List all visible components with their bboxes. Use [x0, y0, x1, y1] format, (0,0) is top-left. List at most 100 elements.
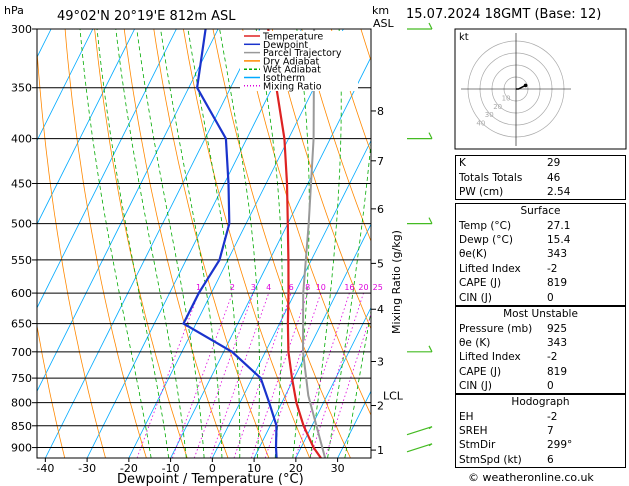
- indices-panel: K 29 Totals Totals 46 PW (cm) 2.54: [455, 155, 626, 201]
- x-tick-label: 10: [247, 462, 261, 475]
- row-label: Lifted Index: [459, 262, 521, 275]
- wind-barb: [406, 443, 433, 453]
- wet-adiabat-line: [344, 308, 371, 458]
- pressure-label: 350: [11, 82, 32, 95]
- mixing-ratio-line: [264, 292, 322, 458]
- height-unit-km: km: [372, 4, 389, 17]
- legend-entry: Wet Adiabat: [263, 65, 321, 76]
- lcl-label: LCL: [383, 389, 404, 402]
- hodograph-ring-label: 10: [502, 94, 511, 102]
- table-row: θe (K) 343: [456, 336, 626, 350]
- isotherm-line: [37, 29, 177, 309]
- row-value: 925: [547, 322, 568, 335]
- hodograph-storm-motion: [523, 83, 528, 88]
- isotherm-line: [37, 29, 219, 393]
- mixing-ratio-line: [193, 292, 254, 458]
- mixing-ratio-line: [210, 292, 270, 458]
- dry-adiabat-line: [271, 29, 371, 330]
- height-unit-asl: ASL: [373, 17, 395, 30]
- isotherm-line: [86, 29, 302, 458]
- wind-barb-flag: [428, 132, 433, 139]
- table-row: SREH 7: [456, 424, 626, 438]
- row-label: EH: [459, 410, 474, 423]
- row-value: 343: [547, 248, 568, 261]
- isotherm-line: [211, 139, 371, 458]
- wind-barb-flag: [428, 217, 433, 224]
- wet-adiabat-line: [255, 29, 283, 458]
- height-label: 7: [377, 155, 384, 168]
- wet-adiabat-line: [219, 29, 260, 458]
- hodograph-ring-label: 40: [476, 120, 485, 128]
- row-value: 299°: [547, 439, 573, 452]
- row-label: Totals Totals: [459, 171, 523, 184]
- section-title: Most Unstable: [503, 308, 578, 321]
- row-value: 29: [547, 157, 561, 170]
- series-dewpoint: [182, 29, 278, 458]
- table-row: K 29: [456, 156, 626, 171]
- x-tick-label: -10: [162, 462, 180, 475]
- wet-adiabat-line: [292, 29, 310, 458]
- isotherm-line: [295, 306, 371, 458]
- pressure-label: 400: [11, 133, 32, 146]
- row-value: 819: [547, 277, 568, 290]
- pressure-unit: hPa: [4, 4, 24, 17]
- pressure-label: 450: [11, 177, 32, 190]
- wind-barbs: [406, 22, 433, 453]
- table-row: Dewp (°C) 15.4: [456, 233, 626, 247]
- isotherm-line: [0, 29, 9, 458]
- dry-adiabat-line: [212, 29, 351, 458]
- pressure-label: 800: [11, 397, 32, 410]
- isotherm-line: [170, 56, 371, 458]
- table-row: CAPE (J) 819: [456, 365, 626, 379]
- table-row: EH -2: [456, 409, 626, 423]
- dry-adiabat-line: [123, 29, 229, 458]
- height-label: 8: [377, 105, 384, 118]
- mixing-ratio-label: 2: [230, 283, 235, 292]
- mixing-ratio-line: [309, 292, 364, 458]
- mixing-ratio-line: [233, 292, 292, 458]
- series-parcel-trajectory: [301, 29, 327, 458]
- pressure-label: 700: [11, 346, 32, 359]
- wind-barb: [406, 426, 433, 436]
- table-row: StmDir 299°: [456, 438, 626, 452]
- wet-adiabat-line: [115, 29, 187, 458]
- mixing-ratio-label: 4: [266, 283, 271, 292]
- pressure-label: 650: [11, 318, 32, 331]
- legend-entry: Dewpoint: [263, 40, 308, 51]
- wind-barb-flag: [428, 22, 433, 30]
- row-value: -2: [547, 262, 558, 275]
- table-row: CAPE (J) 819: [456, 276, 626, 290]
- height-label: 2: [377, 400, 384, 413]
- hodograph-ring-label: 20: [493, 103, 502, 111]
- table-row: Totals Totals 46: [456, 170, 626, 184]
- isotherm-line: [253, 223, 371, 458]
- mixing-ratio-label: 1: [196, 283, 201, 292]
- axis-labels: 300350400450500550600650700750800850900-…: [11, 23, 404, 475]
- mixing-ratio-label: 6: [289, 283, 294, 292]
- x-tick-label: -30: [78, 462, 96, 475]
- x-tick-label: 30: [331, 462, 345, 475]
- hodograph-ring-label: 30: [485, 111, 494, 119]
- row-value: 819: [547, 365, 568, 378]
- pressure-label: 750: [11, 372, 32, 385]
- mixing-ratio-line: [251, 292, 308, 458]
- dry-adiabat-line: [330, 29, 371, 154]
- copyright: © weatheronline.co.uk: [468, 471, 594, 484]
- wet-adiabat-line: [96, 29, 170, 458]
- x-tick-label: -20: [120, 462, 138, 475]
- dry-adiabat-line: [183, 29, 311, 458]
- series-temperature: [267, 29, 322, 458]
- table-row: PW (cm) 2.54: [456, 185, 626, 200]
- location-title: 49°02'N 20°19'E 812m ASL: [57, 9, 236, 24]
- dry-adiabat-line: [37, 323, 66, 458]
- profiles: [182, 29, 327, 458]
- pressure-label: 550: [11, 254, 32, 267]
- wet-adiabat-line: [136, 29, 205, 458]
- wind-barb-flag: [428, 345, 433, 353]
- row-value: -2: [547, 351, 558, 364]
- row-label: Lifted Index: [459, 351, 521, 364]
- plot-frame: [36, 28, 372, 459]
- wet-adiabat-line: [187, 29, 241, 458]
- dry-adiabat-line: [94, 29, 188, 458]
